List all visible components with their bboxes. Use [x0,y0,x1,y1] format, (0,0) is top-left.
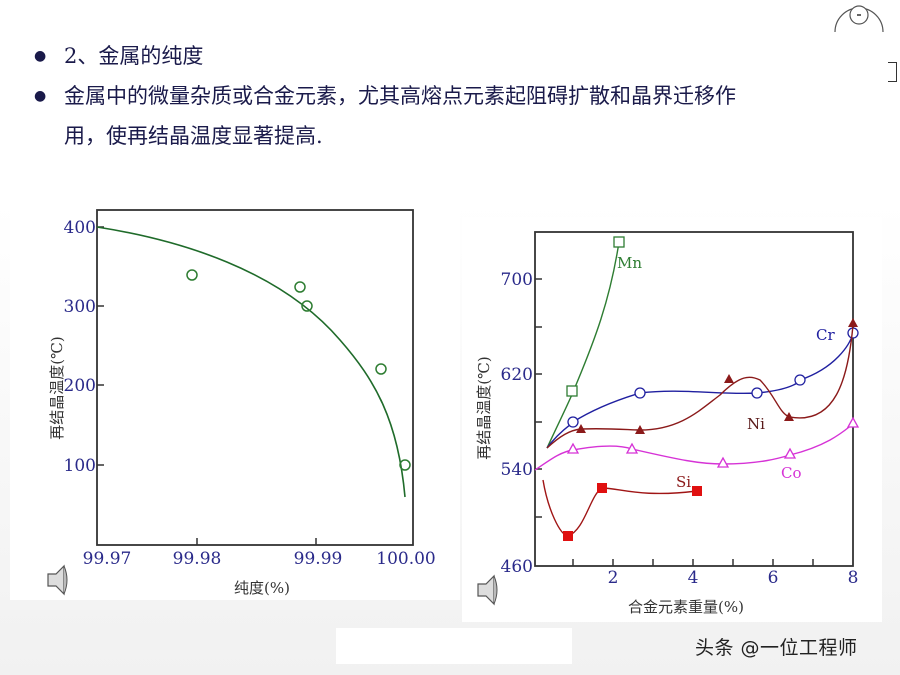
alloy-chart: 700 620 540 460 2 4 6 8 合金元素重量(%) 再结晶温度(… [475,231,860,616]
plot-frame [96,209,414,546]
speaker-icon[interactable] [477,574,498,606]
bullet-text-line-2: 用，使再结晶温度显著提高. [64,124,323,148]
speaker-icon[interactable] [47,564,68,596]
y-tick-label: 200 [64,376,96,396]
x-axis-label: 合金元素重量(%) [628,598,744,616]
x-tick-label: 6 [768,568,779,588]
x-tick-label: 8 [848,568,859,588]
y-tick-labels: 700 620 540 460 [501,270,533,577]
y-tick-label: 100 [64,456,96,476]
series-label-si: Si [676,473,691,491]
blank-box [336,628,572,664]
plot-frame [534,231,854,567]
bullet-text: 2、金属的纯度 [64,44,204,68]
y-tick-label: 300 [64,297,96,317]
y-axis-label: 再结晶温度(℃) [48,336,66,440]
y-tick-label: 460 [501,557,533,577]
x-tick-label: 100.00 [376,549,435,569]
bullet-item: ● 2、金属的纯度 [30,36,880,76]
y-tick-label: 540 [501,460,533,480]
bullet-text-line-1: 金属中的微量杂质或合金元素，尤其高熔点元素起阻碍扩散和晶界迁移作 [64,84,736,108]
x-tick-label: 2 [608,568,619,588]
x-tick-labels: 2 4 6 8 [608,568,859,588]
alloy-chart-panel: 700 620 540 460 2 4 6 8 合金元素重量(%) 再结晶温度(… [462,217,882,622]
x-axis-label: 纯度(%) [234,579,290,597]
series-si [542,479,698,537]
x-tick-label: 99.99 [294,549,343,569]
watermark: 头条 @一位工程师 [695,637,858,659]
y-tick-label: 620 [501,365,533,385]
x-tick-labels: 99.97 99.98 99.99 100.00 [83,549,436,569]
series-label-mn: Mn [617,254,642,272]
x-tick-label: 99.97 [83,549,132,569]
y-axis-label: 再结晶温度(℃) [475,356,493,460]
nav-circle-icon[interactable] [832,4,886,34]
y-tick-labels: 400 300 200 100 [64,218,96,476]
x-tick-label: 4 [688,568,699,588]
y-tick-label: 700 [501,270,533,290]
purity-chart: 400 300 200 100 99.97 99.98 99.99 100.00… [47,209,436,597]
side-bracket-icon [888,62,897,82]
data-points [186,269,411,471]
series-label-ni: Ni [747,415,765,433]
y-tick-label: 400 [64,218,96,238]
series-label-cr: Cr [816,326,835,344]
bullet-dot-icon: ● [34,48,47,64]
series-mn [546,241,620,449]
series-label-co: Co [781,464,802,482]
x-tick-label: 99.98 [173,549,222,569]
bullet-list: ● 2、金属的纯度 ● 金属中的微量杂质或合金元素，尤其高熔点元素起阻碍扩散和晶… [30,36,880,156]
fit-curve [96,226,406,498]
bullet-dot-icon: ● [34,88,47,104]
purity-chart-panel: 400 300 200 100 99.97 99.98 99.99 100.00… [10,200,460,600]
bullet-item: ● 金属中的微量杂质或合金元素，尤其高熔点元素起阻碍扩散和晶界迁移作 用，使再结… [30,76,880,156]
